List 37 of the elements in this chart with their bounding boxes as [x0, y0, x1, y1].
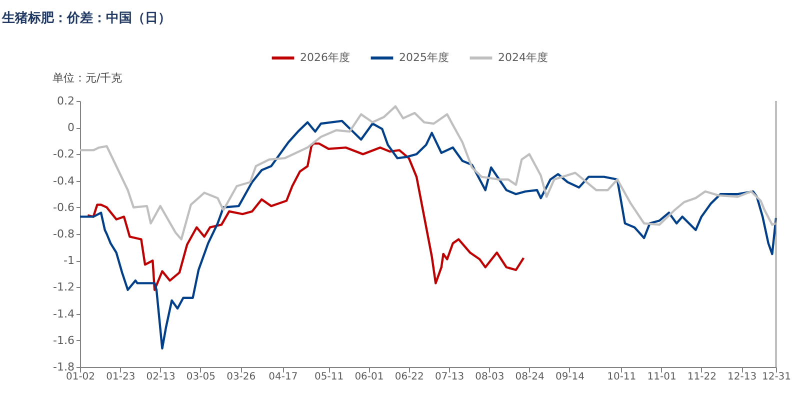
y-axis-title: 单位：元/千克: [52, 72, 122, 84]
x-tick-label: 12-13: [728, 372, 757, 382]
line-series: [78, 105, 778, 240]
x-tick-label: 03-05: [186, 372, 216, 382]
y-tick-label: -1.4: [53, 307, 74, 320]
x-tick-label: 07-13: [435, 372, 464, 382]
x-tick-label: 03-26: [226, 372, 256, 382]
x-tick-label: 10-11: [607, 372, 636, 382]
x-tick-label: 04-17: [268, 372, 298, 382]
x-tick-label: 05-11: [314, 372, 344, 382]
x-tick-label: 09-14: [555, 372, 585, 382]
x-tick-label: 01-23: [106, 372, 136, 382]
chart-title: 生猪标肥：价差：中国（日）: [1, 11, 171, 26]
y-tick-label: -1.6: [53, 334, 74, 347]
y-tick-label: 0: [68, 121, 74, 134]
x-tick-label: 01-02: [66, 372, 96, 382]
legend-label: 2024年度: [498, 51, 548, 64]
line-series: [78, 120, 778, 350]
y-tick-label: 0.2: [57, 94, 74, 108]
y-tick-label: -1: [64, 254, 74, 268]
x-tick-label: 11-22: [687, 372, 716, 382]
y-tick-label: -1.2: [53, 280, 74, 294]
x-tick-label: 12-31: [762, 372, 792, 382]
x-tick-label: 11-01: [647, 372, 676, 382]
y-tick-label: -0.2: [53, 148, 74, 161]
x-tick-label: 08-03: [475, 372, 504, 382]
y-tick-label: -0.4: [53, 174, 74, 188]
line-series: [86, 142, 525, 291]
x-tick-label: 02-13: [146, 372, 176, 382]
x-tick-label: 06-22: [394, 372, 424, 382]
x-tick-label: 06-01: [354, 372, 384, 382]
legend-label: 2025年度: [399, 51, 449, 64]
x-tick-label: 08-24: [515, 372, 544, 382]
y-tick-label: -0.8: [53, 228, 74, 240]
legend-label: 2026年度: [300, 51, 350, 64]
y-tick-label: -1.8: [53, 360, 74, 374]
y-tick-label: -0.6: [53, 200, 74, 214]
